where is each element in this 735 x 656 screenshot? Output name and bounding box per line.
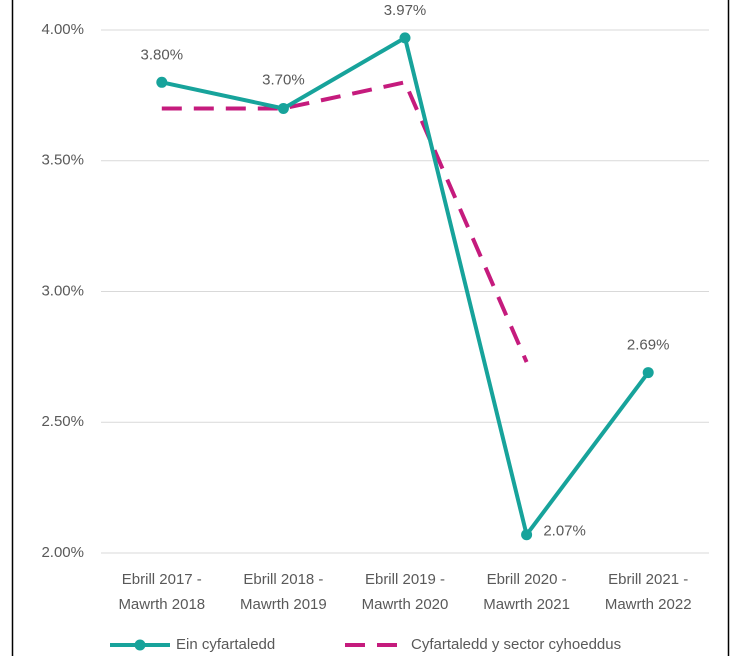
series-line — [161, 34, 650, 540]
y-tick-label: 4.00% — [41, 21, 84, 38]
x-tick-label: Mawrth 2019 — [240, 596, 327, 613]
point — [156, 76, 168, 88]
legend-marker — [134, 639, 146, 651]
x-tick-label: Mawrth 2022 — [605, 596, 692, 613]
data-label: 2.07% — [543, 523, 586, 540]
data-label: 3.70% — [262, 71, 305, 88]
data-label: 3.80% — [141, 46, 184, 63]
x-tick-label: Ebrill 2020 - — [487, 571, 567, 588]
data-label: 2.69% — [627, 337, 670, 354]
x-tick-label: Ebrill 2017 - — [122, 571, 202, 588]
point — [399, 32, 411, 44]
legend-label: Ein cyfartaledd — [176, 636, 275, 653]
y-tick-label: 3.50% — [41, 152, 84, 169]
x-tick-label: Ebrill 2021 - — [608, 571, 688, 588]
y-tick-label: 2.00% — [41, 544, 84, 561]
x-tick-label: Ebrill 2019 - — [365, 571, 445, 588]
y-tick-label: 2.50% — [41, 413, 84, 430]
point — [642, 367, 654, 379]
x-tick-label: Mawrth 2020 — [362, 596, 449, 613]
x-tick-label: Ebrill 2018 - — [243, 571, 323, 588]
legend-label: Cyfartaledd y sector cyhoeddus — [411, 636, 621, 653]
x-tick-label: Mawrth 2021 — [483, 596, 570, 613]
point — [277, 102, 289, 114]
series-line — [161, 80, 529, 363]
data-label: 3.97% — [384, 2, 427, 19]
point — [521, 529, 533, 541]
x-tick-label: Mawrth 2018 — [118, 596, 205, 613]
y-tick-label: 3.00% — [41, 282, 84, 299]
